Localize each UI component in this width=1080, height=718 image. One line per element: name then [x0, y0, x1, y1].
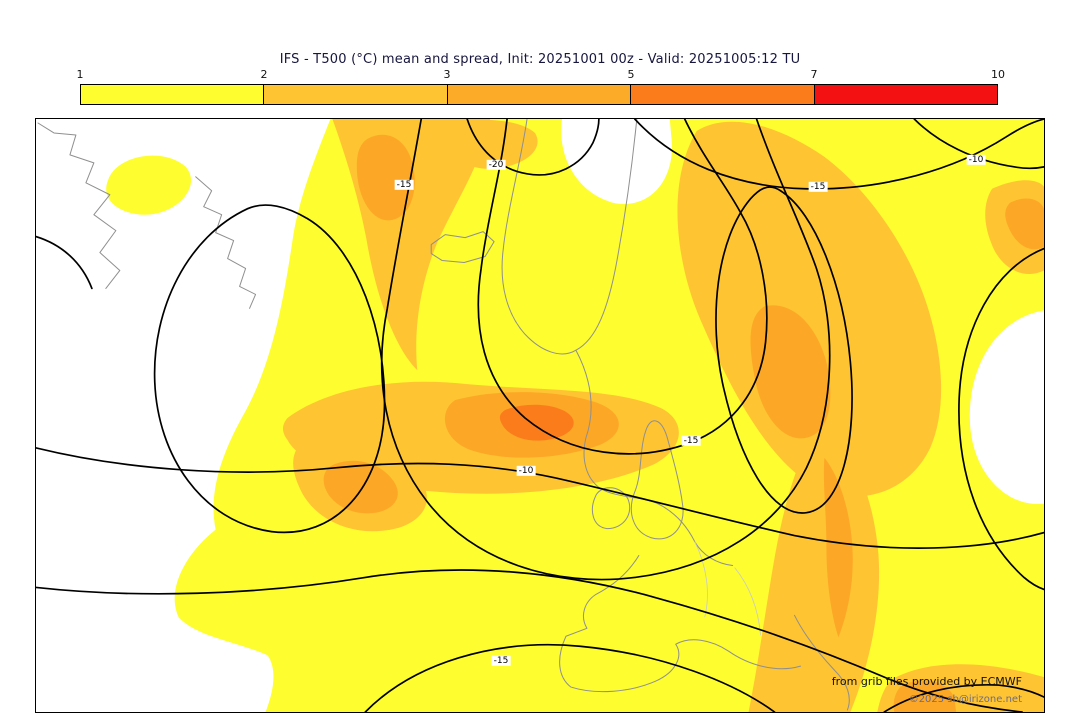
colorbar-tick-label: 7	[810, 68, 818, 81]
contour-value-label: -15	[394, 179, 414, 191]
credits-copyright: ©2025 sb@irizone.net	[908, 694, 1022, 705]
isotherm-contour	[913, 119, 1044, 170]
spread-region	[356, 134, 415, 221]
coastline	[37, 122, 121, 289]
isotherm-contour	[364, 643, 776, 712]
isotherm-contour	[36, 447, 1044, 549]
isotherm-contour	[883, 683, 1044, 712]
coastline	[592, 487, 631, 530]
coastline-layer	[37, 119, 850, 711]
contour-value-label: -20	[486, 159, 506, 171]
coastline	[630, 420, 684, 540]
colorbar-segment	[264, 85, 448, 104]
isotherm-layer	[36, 119, 1044, 712]
spread-region	[1005, 198, 1044, 250]
spread-region	[499, 404, 574, 441]
isotherm-contour	[466, 119, 600, 176]
coastline	[575, 349, 661, 506]
map-svg	[36, 119, 1044, 712]
weather-map: -15 -20 -15 -10 -15 -10 -15 from grib fi…	[35, 118, 1045, 713]
colorbar-segment	[631, 85, 815, 104]
colorbar-tick-label: 5	[627, 68, 635, 81]
coastline	[659, 504, 734, 566]
isotherm-contour	[715, 186, 853, 514]
spread-fill-layer	[106, 119, 1044, 712]
spread-region	[823, 457, 853, 638]
colorbar-tick-label: 2	[260, 68, 268, 81]
spread-region	[323, 460, 398, 514]
isotherm-contour	[380, 119, 831, 581]
contour-value-label: -15	[491, 655, 511, 667]
isotherm-contour	[36, 235, 93, 290]
contour-value-label: -15	[681, 435, 701, 447]
no-spread-region	[561, 119, 672, 205]
colorbar-segment	[814, 85, 998, 104]
contour-value-label: -10	[966, 154, 986, 166]
isotherm-contour	[153, 204, 386, 534]
spread-region	[106, 155, 192, 215]
isotherm-contour	[477, 119, 768, 455]
colorbar-tick-label: 3	[443, 68, 451, 81]
spread-region	[750, 305, 831, 439]
spread-colorbar	[80, 84, 998, 105]
colorbar-tick-label: 10	[991, 68, 1005, 81]
spread-region	[748, 415, 880, 712]
coastline	[195, 176, 257, 309]
colorbar-tick-label: 1	[76, 68, 84, 81]
colorbar-segment	[81, 85, 265, 104]
country-border	[694, 541, 708, 618]
coastline	[501, 119, 638, 355]
credits-ecmwf: from grib files provided by ECMWF	[831, 675, 1022, 688]
isotherm-contour	[633, 119, 1044, 190]
colorbar-segment	[447, 85, 632, 104]
chart-title: IFS - T500 (°C) mean and spread, Init: 2…	[279, 52, 801, 67]
isotherm-contour	[36, 569, 1023, 712]
spread-region	[443, 119, 538, 169]
coastline	[559, 555, 801, 693]
coastline	[793, 614, 850, 711]
spread-region	[893, 680, 957, 712]
contour-value-label: -10	[516, 465, 536, 477]
coastline	[430, 231, 495, 264]
isotherm-contour	[958, 247, 1044, 591]
contour-value-label: -15	[808, 181, 828, 193]
country-border	[734, 567, 761, 636]
no-spread-region	[969, 310, 1044, 505]
